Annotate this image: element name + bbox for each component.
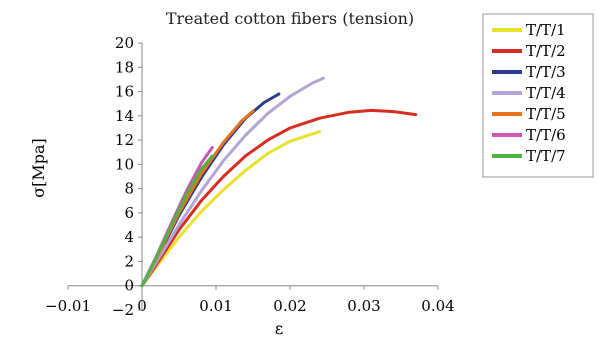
legend: T/T/1 T/T/2 T/T/3 T/T/4 T/T/5 T/T/6 T/T/7: [482, 13, 594, 178]
chart-title: Treated cotton fibers (tension): [166, 9, 414, 28]
y-tick-label: 2: [124, 252, 134, 270]
y-tick-label: 4: [124, 228, 134, 246]
x-axis-title: ε: [275, 319, 283, 338]
y-tick-label: 16: [115, 83, 134, 101]
x-tick-label: 0.01: [199, 297, 232, 315]
x-tick-label: −0.01: [45, 297, 91, 315]
y-tick-label: 14: [115, 107, 134, 125]
x-tick-label: 0.04: [421, 297, 454, 315]
y-tick-label: 18: [115, 58, 134, 76]
legend-label: T/T/3: [526, 63, 566, 81]
legend-label: T/T/1: [526, 21, 566, 39]
y-axis-title: σ[Mpa]: [29, 138, 48, 198]
y-tick-label: 6: [124, 204, 134, 222]
y-tick-label: −2: [112, 301, 134, 319]
y-ticks: −2 0 2 4 6 8 10 12 14 16 18 20: [112, 34, 142, 319]
y-tick-label: 0: [124, 277, 134, 295]
plot-area: −0.01 0 0.01 0.02 0.03 0.04 −2024681012141618…: [45, 34, 455, 319]
x-tick-label: 0: [137, 297, 147, 315]
series-line-t-t-7: [140, 154, 214, 288]
legend-label: T/T/5: [526, 105, 566, 123]
y-tick-label: 8: [124, 180, 134, 198]
legend-label: T/T/4: [526, 84, 566, 102]
series-line-t-t-2: [140, 108, 418, 288]
legend-items: T/T/1 T/T/2 T/T/3 T/T/4 T/T/5 T/T/6 T/T/7: [492, 21, 566, 165]
legend-box: [482, 13, 594, 178]
series-lines: [140, 76, 418, 288]
series-line-t-t-1: [140, 130, 322, 288]
x-tick-label: 0.02: [273, 297, 306, 315]
legend-label: T/T/2: [526, 42, 566, 60]
series-line-t-t-4: [140, 76, 325, 288]
x-ticks: −0.01 0 0.01 0.02 0.03 0.04: [45, 285, 455, 315]
legend-label: T/T/6: [526, 126, 566, 144]
legend-label: T/T/7: [526, 147, 566, 165]
y-tick-label: 20: [115, 34, 134, 52]
x-tick-label: 0.03: [347, 297, 380, 315]
y-tick-label: 10: [115, 155, 134, 173]
y-tick-label: 12: [115, 131, 134, 149]
